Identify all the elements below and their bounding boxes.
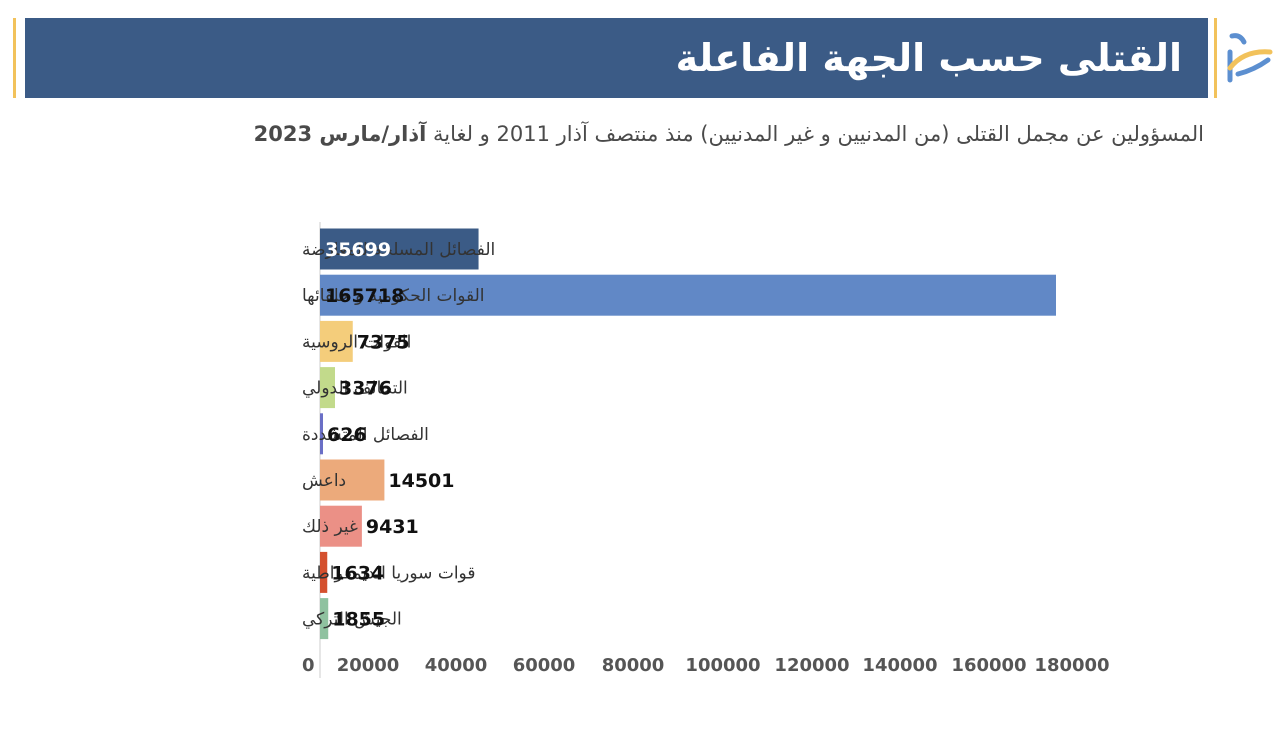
- x-tick-label: 0: [302, 655, 315, 676]
- bar-2: [320, 320, 353, 362]
- x-tick-label: 20000: [337, 655, 400, 676]
- category-label: الفصائل المسلحة للمعارضة: [302, 240, 495, 260]
- bar-5: [320, 459, 385, 501]
- category-label: داعش: [302, 471, 346, 491]
- bar-7: [320, 551, 328, 593]
- bar-8: [320, 598, 329, 640]
- bar-3: [320, 367, 335, 409]
- accent-line-left: [13, 18, 16, 98]
- x-tick-label: 60000: [513, 655, 576, 676]
- subtitle-date: آذار/مارس 2023: [253, 122, 427, 146]
- category-label: القوات الحكومية و حلفائها: [302, 286, 485, 306]
- subtitle-main: المسؤولين عن مجمل القتلى (من المدنيين و …: [426, 122, 1204, 146]
- value-label: 1634: [331, 562, 384, 584]
- value-label: 3376: [339, 378, 392, 400]
- category-label: الجيش التركي: [302, 610, 402, 630]
- bar-6: [320, 505, 362, 547]
- value-label: 7375: [357, 331, 410, 353]
- category-label: القوات الروسية: [302, 332, 411, 352]
- page-title: القتلى حسب الجهة الفاعلة: [675, 36, 1182, 80]
- accent-line-right: [1214, 18, 1217, 98]
- logo-icon: [1224, 30, 1274, 88]
- x-tick-label: 80000: [602, 655, 665, 676]
- category-label: قوات سوريا الديمقراطية: [302, 563, 475, 583]
- value-label: 14501: [388, 470, 454, 492]
- value-label: 1855: [332, 609, 385, 631]
- bar-0: [320, 228, 479, 270]
- category-label: التحالف الدولي: [302, 379, 408, 399]
- bar-1: [320, 274, 1056, 316]
- value-label: 9431: [366, 516, 419, 538]
- chart-subtitle: المسؤولين عن مجمل القتلى (من المدنيين و …: [24, 122, 1204, 146]
- value-label: 35699: [325, 239, 391, 261]
- x-tick-label: 180000: [1034, 655, 1109, 676]
- x-tick-label: 120000: [774, 655, 849, 676]
- bar-4: [320, 413, 323, 455]
- x-tick-label: 160000: [951, 655, 1026, 676]
- x-tick-label: 140000: [862, 655, 937, 676]
- x-tick-label: 40000: [425, 655, 488, 676]
- x-tick-label: 100000: [685, 655, 760, 676]
- category-label: غير ذلك: [302, 517, 358, 537]
- value-label: 626: [327, 424, 367, 446]
- title-bar: القتلى حسب الجهة الفاعلة: [25, 18, 1208, 98]
- category-label: الفصائل المتشددة: [302, 425, 429, 445]
- value-label: 165718: [325, 285, 404, 307]
